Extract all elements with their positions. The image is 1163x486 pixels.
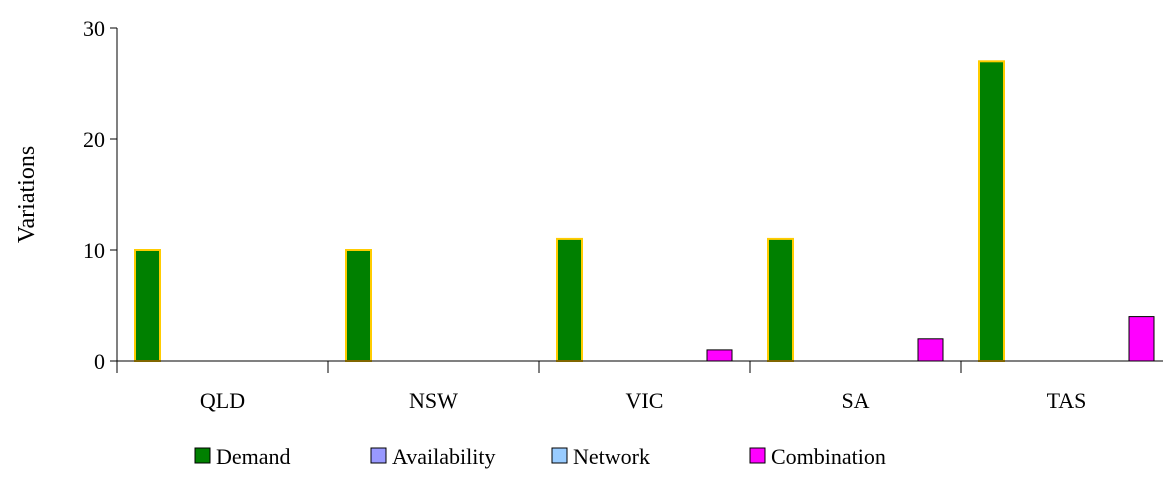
legend-label-demand: Demand bbox=[216, 444, 291, 469]
legend-label-network: Network bbox=[573, 444, 650, 469]
y-axis-title: Variations bbox=[14, 146, 40, 243]
bars bbox=[134, 60, 1155, 363]
legend-label-availability: Availability bbox=[392, 444, 495, 469]
bar-demand-nsw bbox=[345, 249, 372, 362]
y-tick-label: 30 bbox=[83, 16, 105, 41]
x-axis-ticks bbox=[116, 361, 962, 373]
category-label: VIC bbox=[626, 388, 664, 413]
legend-swatch-demand bbox=[194, 447, 211, 464]
bar-combination-tas bbox=[1128, 316, 1155, 362]
legend-swatch-combination bbox=[749, 447, 766, 464]
category-label: SA bbox=[841, 388, 869, 413]
legend: Demand Availability Network Combination bbox=[194, 444, 886, 469]
bar-demand-vic bbox=[556, 237, 583, 362]
bar-demand-tas bbox=[978, 60, 1005, 363]
legend-swatch-network bbox=[551, 447, 568, 464]
y-tick-label: 0 bbox=[94, 349, 105, 374]
category-label: QLD bbox=[200, 388, 245, 413]
y-axis-ticks: 0 10 20 30 bbox=[83, 16, 117, 374]
bar-combination-vic bbox=[706, 349, 733, 362]
bar-demand-sa bbox=[767, 237, 794, 362]
legend-label-combination: Combination bbox=[771, 444, 886, 469]
bar-demand-qld bbox=[134, 249, 161, 362]
y-tick-label: 20 bbox=[83, 127, 105, 152]
legend-swatch-availability bbox=[370, 447, 387, 464]
category-label: NSW bbox=[409, 388, 458, 413]
bar-combination-sa bbox=[917, 338, 944, 362]
y-tick-label: 10 bbox=[83, 238, 105, 263]
category-label: TAS bbox=[1047, 388, 1087, 413]
category-labels: QLD NSW VIC SA TAS bbox=[200, 388, 1087, 413]
